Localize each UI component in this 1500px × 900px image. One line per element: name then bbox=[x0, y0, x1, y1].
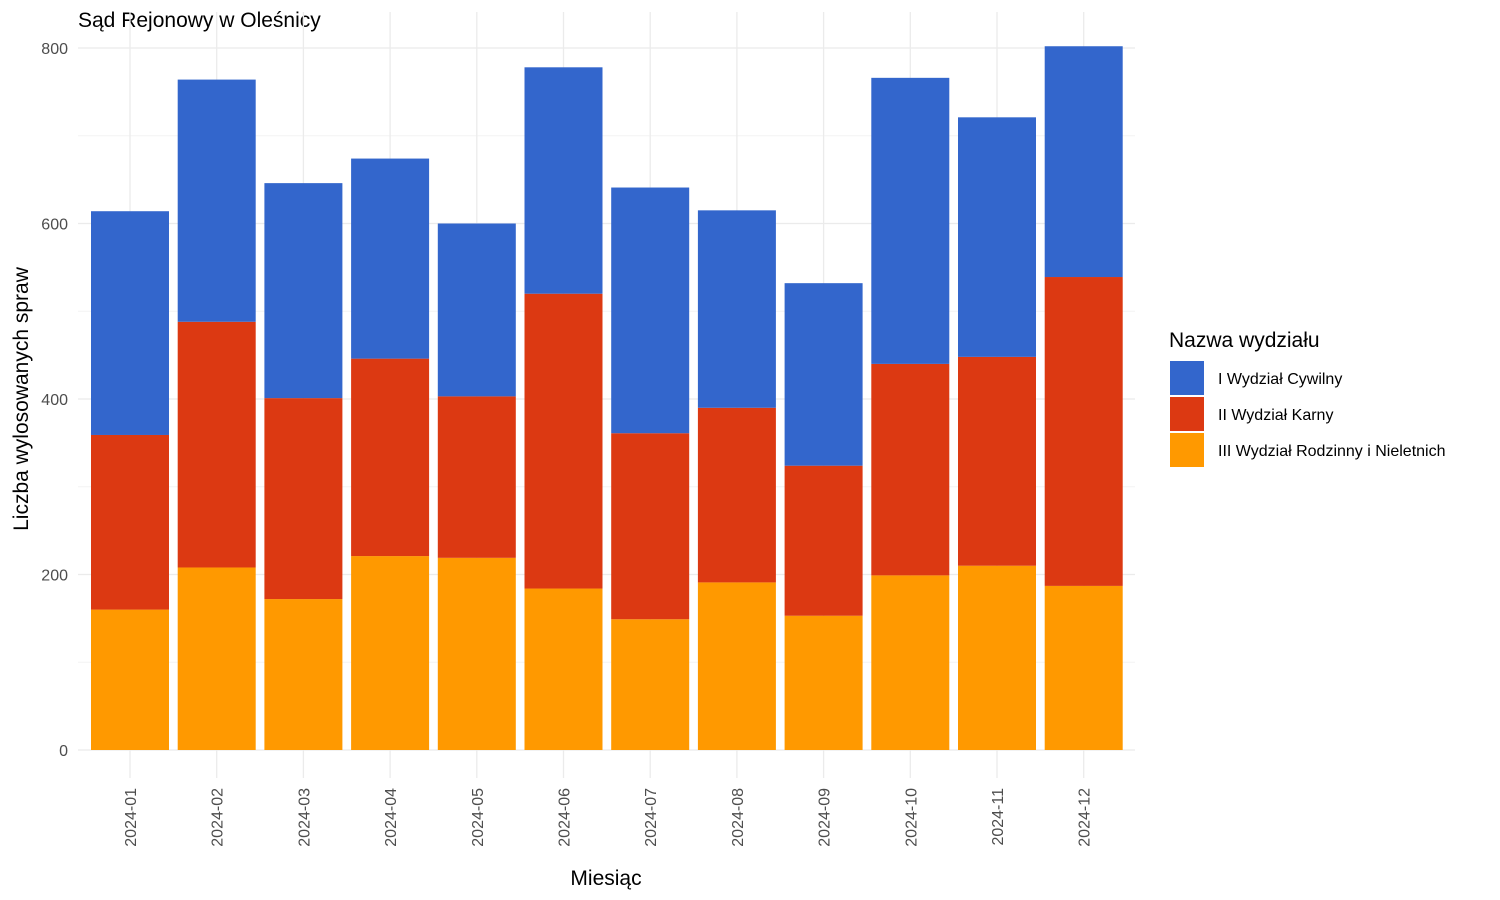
bar-segment bbox=[871, 77, 950, 364]
chart-title: Sąd Rejonowy w Oleśnicy bbox=[78, 9, 321, 32]
x-tick-label: 2024-10 bbox=[903, 788, 920, 847]
bar-segment bbox=[91, 434, 169, 610]
x-tick-label: 2024-06 bbox=[557, 788, 574, 847]
bar-segment bbox=[437, 223, 516, 397]
y-tick-label: 0 bbox=[59, 743, 68, 760]
bar-segment bbox=[871, 363, 950, 576]
bar-segment bbox=[784, 615, 863, 750]
legend-key bbox=[1170, 361, 1204, 395]
y-tick-label: 400 bbox=[41, 392, 68, 409]
x-tick-label: 2024-12 bbox=[1077, 788, 1094, 847]
x-tick-label: 2024-04 bbox=[383, 788, 400, 847]
bar-segment bbox=[697, 407, 776, 583]
bar-segment bbox=[524, 588, 603, 750]
bar-segment bbox=[784, 465, 863, 616]
bar-segment bbox=[784, 283, 863, 466]
bar-segment bbox=[177, 567, 256, 750]
x-tick-label: 2024-02 bbox=[210, 788, 227, 847]
bar-segment bbox=[958, 565, 1036, 750]
legend-key bbox=[1170, 433, 1204, 467]
x-tick-label: 2024-09 bbox=[817, 788, 834, 847]
legend: Nazwa wydziału I Wydział Cywilny II Wydzi… bbox=[1169, 329, 1446, 467]
bar-segment bbox=[958, 356, 1036, 566]
bar-segment bbox=[177, 79, 256, 322]
y-axis: 0 200 400 600 800 bbox=[41, 41, 68, 760]
legend-label: III Wydział Rodzinny i Nieletnich bbox=[1218, 443, 1446, 460]
bar-segment bbox=[437, 557, 516, 750]
bar-segment bbox=[958, 117, 1036, 357]
x-tick-label: 2024-11 bbox=[990, 788, 1007, 846]
x-axis: 2024-01 2024-02 2024-03 2024-04 2024-05 2024-… bbox=[123, 788, 1094, 847]
y-axis-title: Liczba wylosowanych spraw bbox=[10, 266, 33, 531]
x-tick-label: 2024-01 bbox=[123, 788, 140, 847]
bar-segment bbox=[611, 433, 690, 620]
legend-label: II Wydział Karny bbox=[1218, 407, 1333, 424]
x-tick-label: 2024-08 bbox=[730, 788, 747, 847]
bar-segment bbox=[611, 619, 690, 750]
bar-segment bbox=[611, 187, 690, 434]
bar-segment bbox=[91, 211, 169, 435]
x-tick-label: 2024-03 bbox=[296, 788, 313, 847]
bar-segment bbox=[264, 599, 343, 750]
bar-segment bbox=[264, 398, 343, 600]
bar-segment bbox=[351, 556, 430, 750]
bar-segment bbox=[1044, 585, 1123, 750]
bar-segment bbox=[177, 321, 256, 568]
bar-segment bbox=[1044, 46, 1123, 278]
bar-segment bbox=[697, 582, 776, 750]
bar-segment bbox=[437, 396, 516, 558]
bar-segment bbox=[351, 158, 430, 359]
bar-segment bbox=[871, 575, 950, 750]
bar-segment bbox=[91, 609, 169, 750]
bar-segment bbox=[264, 183, 343, 399]
legend-title: Nazwa wydziału bbox=[1169, 329, 1320, 352]
x-axis-title: Miesiąc bbox=[570, 867, 641, 890]
bars bbox=[91, 46, 1123, 750]
bar-segment bbox=[351, 358, 430, 557]
bar-segment bbox=[1044, 277, 1123, 586]
y-tick-label: 200 bbox=[41, 568, 68, 585]
bar-segment bbox=[524, 67, 603, 294]
bar-segment bbox=[524, 293, 603, 589]
legend-key bbox=[1170, 397, 1204, 431]
legend-label: I Wydział Cywilny bbox=[1218, 371, 1342, 388]
x-tick-label: 2024-05 bbox=[470, 788, 487, 847]
x-tick-label: 2024-07 bbox=[643, 788, 660, 847]
y-tick-label: 600 bbox=[41, 217, 68, 234]
y-tick-label: 800 bbox=[41, 41, 68, 58]
bar-segment bbox=[697, 210, 776, 408]
